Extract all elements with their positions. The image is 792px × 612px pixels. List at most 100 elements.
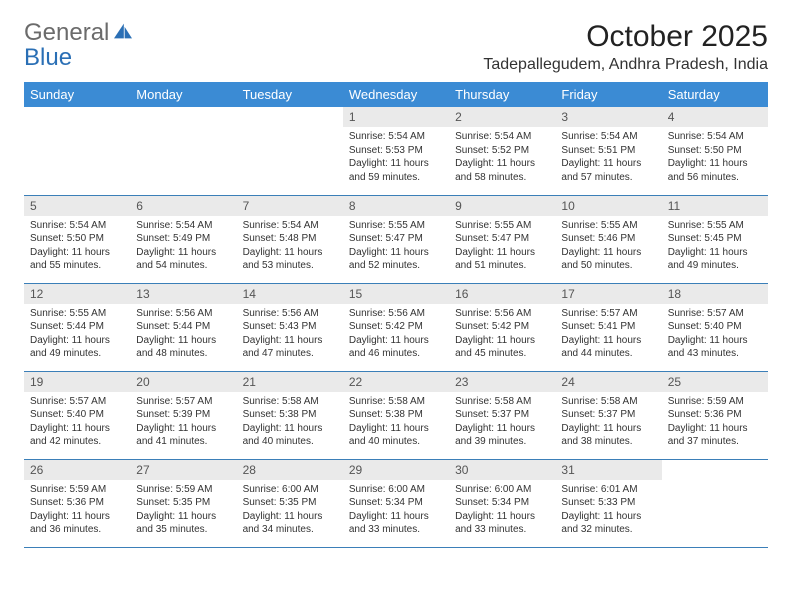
- sunset-text: Sunset: 5:52 PM: [455, 144, 549, 158]
- day-content: Sunrise: 5:57 AMSunset: 5:40 PMDaylight:…: [24, 392, 130, 455]
- weekday-header: Monday: [130, 82, 236, 107]
- day-number: 16: [449, 284, 555, 304]
- sunset-text: Sunset: 5:40 PM: [30, 408, 124, 422]
- daylight-text: Daylight: 11 hours and 50 minutes.: [561, 246, 655, 273]
- day-number: 24: [555, 372, 661, 392]
- sunrise-text: Sunrise: 5:58 AM: [561, 395, 655, 409]
- day-content: Sunrise: 5:57 AMSunset: 5:39 PMDaylight:…: [130, 392, 236, 455]
- day-content: Sunrise: 5:58 AMSunset: 5:38 PMDaylight:…: [237, 392, 343, 455]
- calendar-empty-cell: [24, 107, 130, 195]
- sunset-text: Sunset: 5:44 PM: [136, 320, 230, 334]
- day-number: 31: [555, 460, 661, 480]
- day-number: 5: [24, 196, 130, 216]
- daylight-text: Daylight: 11 hours and 32 minutes.: [561, 510, 655, 537]
- sunrise-text: Sunrise: 5:57 AM: [668, 307, 762, 321]
- day-content: Sunrise: 5:58 AMSunset: 5:38 PMDaylight:…: [343, 392, 449, 455]
- calendar-day-cell: 7Sunrise: 5:54 AMSunset: 5:48 PMDaylight…: [237, 195, 343, 283]
- sunrise-text: Sunrise: 5:58 AM: [349, 395, 443, 409]
- day-content: Sunrise: 5:56 AMSunset: 5:42 PMDaylight:…: [449, 304, 555, 367]
- calendar-body: 1Sunrise: 5:54 AMSunset: 5:53 PMDaylight…: [24, 107, 768, 547]
- day-content: Sunrise: 6:01 AMSunset: 5:33 PMDaylight:…: [555, 480, 661, 543]
- sunrise-text: Sunrise: 6:00 AM: [349, 483, 443, 497]
- sunset-text: Sunset: 5:50 PM: [30, 232, 124, 246]
- day-content: Sunrise: 5:57 AMSunset: 5:40 PMDaylight:…: [662, 304, 768, 367]
- day-content: Sunrise: 6:00 AMSunset: 5:34 PMDaylight:…: [343, 480, 449, 543]
- weekday-header: Tuesday: [237, 82, 343, 107]
- day-number: 25: [662, 372, 768, 392]
- day-content: Sunrise: 5:55 AMSunset: 5:47 PMDaylight:…: [449, 216, 555, 279]
- sunrise-text: Sunrise: 5:55 AM: [30, 307, 124, 321]
- day-number: 22: [343, 372, 449, 392]
- calendar-day-cell: 27Sunrise: 5:59 AMSunset: 5:35 PMDayligh…: [130, 459, 236, 547]
- daylight-text: Daylight: 11 hours and 35 minutes.: [136, 510, 230, 537]
- day-number: 11: [662, 196, 768, 216]
- day-number: 1: [343, 107, 449, 127]
- calendar-empty-cell: [130, 107, 236, 195]
- calendar-day-cell: 2Sunrise: 5:54 AMSunset: 5:52 PMDaylight…: [449, 107, 555, 195]
- calendar-day-cell: 19Sunrise: 5:57 AMSunset: 5:40 PMDayligh…: [24, 371, 130, 459]
- daylight-text: Daylight: 11 hours and 41 minutes.: [136, 422, 230, 449]
- location-text: Tadepallegudem, Andhra Pradesh, India: [483, 56, 768, 74]
- calendar-empty-cell: [237, 107, 343, 195]
- calendar-day-cell: 20Sunrise: 5:57 AMSunset: 5:39 PMDayligh…: [130, 371, 236, 459]
- calendar-day-cell: 11Sunrise: 5:55 AMSunset: 5:45 PMDayligh…: [662, 195, 768, 283]
- sunset-text: Sunset: 5:46 PM: [561, 232, 655, 246]
- calendar-week-row: 12 Sunrise: 5:55 AM Sunset: 5:44 PM Dayligh…: [24, 283, 768, 371]
- sunrise-text: Sunrise: 5:57 AM: [136, 395, 230, 409]
- daylight-text: Daylight: 11 hours and 47 minutes.: [243, 334, 337, 361]
- day-number: 19: [24, 372, 130, 392]
- sunrise-text: Sunrise: 5:57 AM: [561, 307, 655, 321]
- day-content: Sunrise: 5:57 AMSunset: 5:41 PMDaylight:…: [555, 304, 661, 367]
- day-number: 27: [130, 460, 236, 480]
- sunset-text: Sunset: 5:38 PM: [349, 408, 443, 422]
- sunrise-text: Sunrise: 5:56 AM: [349, 307, 443, 321]
- sunset-text: Sunset: 5:51 PM: [561, 144, 655, 158]
- day-content: Sunrise: 5:54 AMSunset: 5:51 PMDaylight:…: [555, 127, 661, 190]
- day-number: 13: [130, 284, 236, 304]
- daylight-text: Daylight: 11 hours and 34 minutes.: [243, 510, 337, 537]
- sunrise-text: Sunrise: 5:54 AM: [136, 219, 230, 233]
- day-number: 26: [24, 460, 130, 480]
- daylight-text: Daylight: 11 hours and 53 minutes.: [243, 246, 337, 273]
- sunset-text: Sunset: 5:45 PM: [668, 232, 762, 246]
- daylight-text: Daylight: 11 hours and 33 minutes.: [349, 510, 443, 537]
- sunrise-text: Sunrise: 5:55 AM: [349, 219, 443, 233]
- sunset-text: Sunset: 5:37 PM: [561, 408, 655, 422]
- sunrise-text: Sunrise: 5:57 AM: [30, 395, 124, 409]
- sunrise-text: Sunrise: 5:54 AM: [668, 130, 762, 144]
- daylight-text: Daylight: 11 hours and 39 minutes.: [455, 422, 549, 449]
- sunset-text: Sunset: 5:34 PM: [455, 496, 549, 510]
- day-number: 12: [24, 284, 130, 304]
- calendar-day-cell: 17Sunrise: 5:57 AMSunset: 5:41 PMDayligh…: [555, 283, 661, 371]
- daylight-text: Daylight: 11 hours and 42 minutes.: [30, 422, 124, 449]
- day-content: Sunrise: 5:54 AMSunset: 5:50 PMDaylight:…: [24, 216, 130, 279]
- day-number: 30: [449, 460, 555, 480]
- calendar-day-cell: 15Sunrise: 5:56 AMSunset: 5:42 PMDayligh…: [343, 283, 449, 371]
- weekday-header: Sunday: [24, 82, 130, 107]
- day-number: 8: [343, 196, 449, 216]
- daylight-text: Daylight: 11 hours and 46 minutes.: [349, 334, 443, 361]
- day-number: 10: [555, 196, 661, 216]
- daylight-text: Daylight: 11 hours and 58 minutes.: [455, 157, 549, 184]
- day-content: Sunrise: 5:56 AMSunset: 5:44 PMDaylight:…: [130, 304, 236, 367]
- calendar-day-cell: 4Sunrise: 5:54 AMSunset: 5:50 PMDaylight…: [662, 107, 768, 195]
- daylight-text: Daylight: 11 hours and 40 minutes.: [349, 422, 443, 449]
- day-number: 23: [449, 372, 555, 392]
- sunset-text: Sunset: 5:49 PM: [136, 232, 230, 246]
- daylight-text: Daylight: 11 hours and 38 minutes.: [561, 422, 655, 449]
- calendar-day-cell: 28Sunrise: 6:00 AMSunset: 5:35 PMDayligh…: [237, 459, 343, 547]
- sunset-text: Sunset: 5:48 PM: [243, 232, 337, 246]
- day-number: 3: [555, 107, 661, 127]
- day-content: Sunrise: 5:54 AMSunset: 5:53 PMDaylight:…: [343, 127, 449, 190]
- daylight-text: Daylight: 11 hours and 59 minutes.: [349, 157, 443, 184]
- day-number: 17: [555, 284, 661, 304]
- daylight-text: Daylight: 11 hours and 37 minutes.: [668, 422, 762, 449]
- calendar-empty-cell: [662, 459, 768, 547]
- day-content: Sunrise: 5:55 AMSunset: 5:45 PMDaylight:…: [662, 216, 768, 279]
- sunrise-text: Sunrise: 5:55 AM: [455, 219, 549, 233]
- daylight-text: Daylight: 11 hours and 44 minutes.: [561, 334, 655, 361]
- daylight-text: Daylight: 11 hours and 49 minutes.: [30, 334, 124, 361]
- calendar-day-cell: 3Sunrise: 5:54 AMSunset: 5:51 PMDaylight…: [555, 107, 661, 195]
- month-title: October 2025: [483, 20, 768, 54]
- calendar-day-cell: 26Sunrise: 5:59 AMSunset: 5:36 PMDayligh…: [24, 459, 130, 547]
